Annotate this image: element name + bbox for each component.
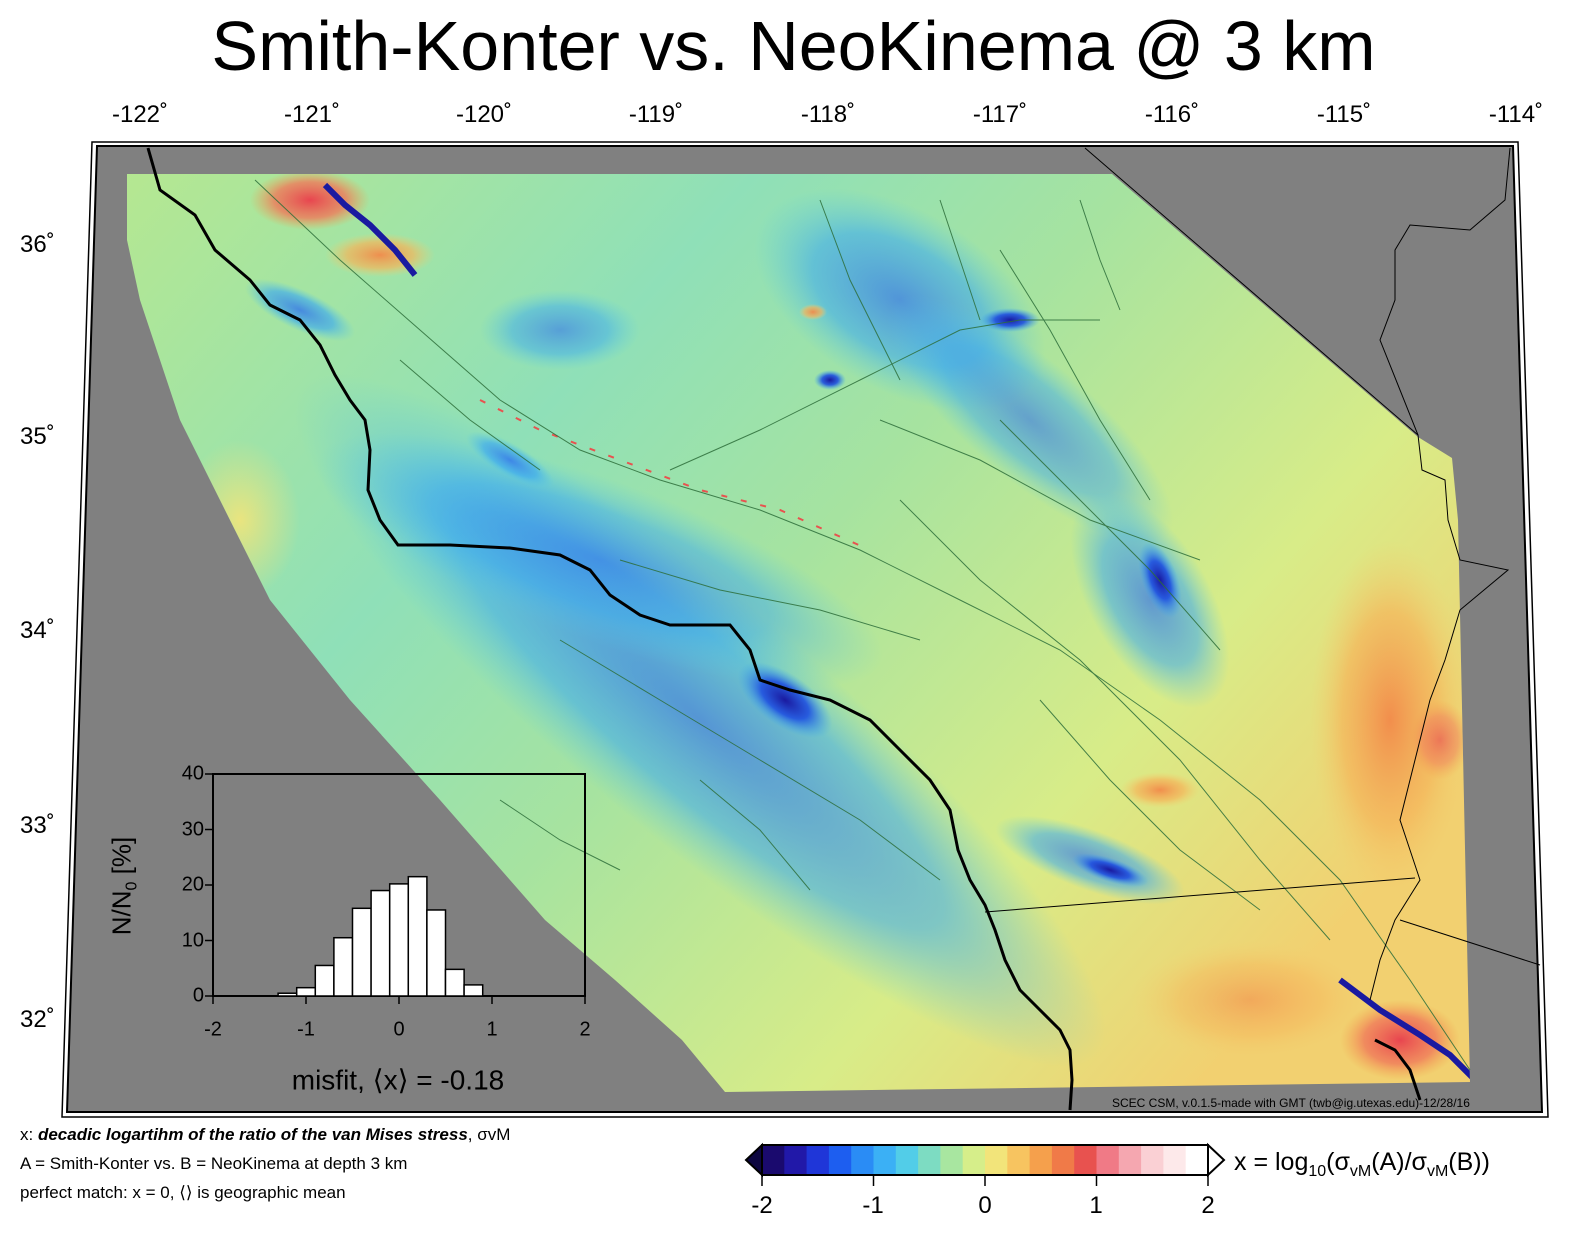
fault-traces xyxy=(254,179,1471,1071)
colorbar-swatch xyxy=(962,1145,986,1175)
colorbar-swatch xyxy=(762,1145,785,1175)
colorbar-swatch xyxy=(1118,1145,1142,1175)
map-title: Smith-Konter vs. NeoKinema @ 3 km xyxy=(211,7,1376,85)
caption-line1: x: decadic logartihm of the ratio of the… xyxy=(20,1125,510,1145)
colorbar-ticks xyxy=(761,1175,1209,1186)
colorbar-swatch xyxy=(985,1145,1008,1175)
colorbar-tick-label: 0 xyxy=(978,1192,992,1219)
hist-ytick: 30 xyxy=(181,818,204,841)
histogram-bar xyxy=(370,889,391,997)
lon-tick-label: -115˚ xyxy=(1316,101,1372,128)
lon-tick-label: -118˚ xyxy=(800,101,856,128)
hist-xtick: -2 xyxy=(204,1018,222,1041)
colorbar-tick-label: -2 xyxy=(751,1192,773,1219)
coastline xyxy=(146,147,1074,1111)
colorbar-swatch xyxy=(1007,1145,1031,1175)
hist-xtick: -1 xyxy=(297,1018,315,1041)
histogram-bar xyxy=(277,992,298,997)
histogram-bar xyxy=(295,986,317,997)
hist-misfit-label: misfit, ⟨x⟩ = -0.18 xyxy=(291,1064,505,1096)
histogram-bars xyxy=(205,773,586,1004)
colorbar-tick-label: 2 xyxy=(1201,1192,1215,1219)
hist-ytick: 40 xyxy=(181,762,204,785)
lon-tick-label: -117˚ xyxy=(972,101,1028,128)
lat-tick-label: 33˚ xyxy=(20,812,55,839)
colorbar-swatch xyxy=(873,1145,897,1175)
colorbar-formula: x = log10(σvM(A)/σvM(B)) xyxy=(1234,1148,1490,1180)
coastline-baja xyxy=(1374,1038,1422,1101)
hist-xtick: 2 xyxy=(579,1018,591,1041)
colorbar-swatch xyxy=(1163,1145,1187,1175)
colorbar-swatch xyxy=(895,1145,919,1175)
histogram-bar xyxy=(388,883,410,997)
lat-tick-label: 35˚ xyxy=(20,423,55,450)
credit-text: SCEC CSM, v.0.1.5-made with GMT (twb@ig.… xyxy=(1112,1096,1470,1110)
lon-tick-label: -120˚ xyxy=(455,101,513,128)
hist-ytick: 20 xyxy=(181,873,204,896)
colorbar-swatch xyxy=(1029,1145,1053,1175)
colorbar-swatch xyxy=(784,1145,808,1175)
colorbar-tick-label: 1 xyxy=(1089,1192,1103,1219)
caption-bold: decadic logartihm of the ratio of the va… xyxy=(37,1125,468,1144)
colorbar-swatch xyxy=(940,1145,964,1175)
colorbar-swatch xyxy=(806,1145,830,1175)
lat-tick-label: 36˚ xyxy=(20,231,55,258)
lat-tick-label: 34˚ xyxy=(20,617,55,644)
histogram-bar xyxy=(426,909,447,997)
lon-tick-label: -119˚ xyxy=(628,101,684,128)
hist-ytick: 10 xyxy=(181,929,204,952)
colorbar xyxy=(762,1145,1209,1175)
hist-ylabel: N/N0 [%] xyxy=(106,836,141,936)
histogram-bar xyxy=(351,907,372,997)
histogram-bar xyxy=(463,984,484,997)
political-borders xyxy=(984,147,1541,1001)
lat-tick-label: 32˚ xyxy=(20,1006,55,1033)
colorbar-swatch xyxy=(1096,1145,1120,1175)
histogram-bar xyxy=(314,964,335,997)
colorbar-swatch xyxy=(1051,1145,1075,1175)
colorbar-swatch xyxy=(918,1145,941,1175)
caption-prefix: x: xyxy=(20,1125,38,1144)
colorbar-swatch xyxy=(828,1145,852,1175)
lon-tick-label: -114˚ xyxy=(1488,101,1544,128)
lon-tick-label: -116˚ xyxy=(1144,101,1200,128)
histogram-bar xyxy=(333,936,354,997)
caption-line3: perfect match: x = 0, ⟨⟩ is geographic m… xyxy=(20,1183,346,1202)
lon-tick-label: -122˚ xyxy=(111,101,169,128)
lon-tick-label: -121˚ xyxy=(283,101,341,128)
map-frame xyxy=(65,145,1544,1113)
hist-xtick: 1 xyxy=(486,1018,498,1041)
hist-xtick: 0 xyxy=(393,1018,405,1041)
colorbar-swatch xyxy=(1074,1145,1097,1175)
histogram-bar xyxy=(444,968,465,997)
colorbar-swatch xyxy=(1141,1145,1164,1175)
colorbar-swatch xyxy=(851,1145,874,1175)
histogram-bar xyxy=(407,875,428,997)
hist-ytick: 0 xyxy=(192,984,204,1007)
caption-line2: A = Smith-Konter vs. B = NeoKinema at de… xyxy=(20,1154,408,1173)
colorbar-tick-label: -1 xyxy=(862,1192,884,1219)
caption-suffix: , σvM xyxy=(467,1125,511,1144)
colorbar-left-arrow xyxy=(744,1142,763,1178)
colorbar-swatch xyxy=(1185,1145,1209,1175)
colorbar-right-arrow xyxy=(1207,1142,1226,1178)
